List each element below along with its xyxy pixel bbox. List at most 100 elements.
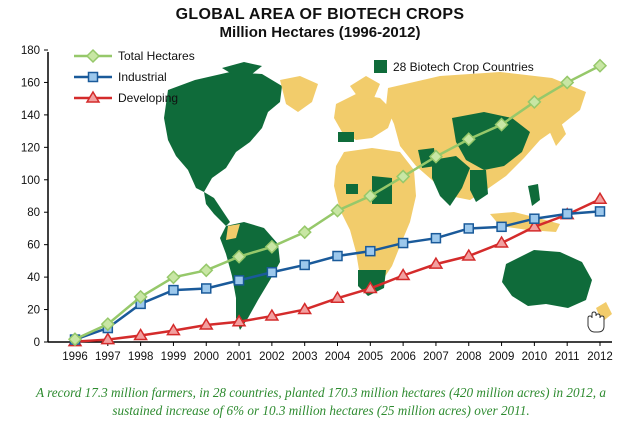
- map-africa: [334, 148, 416, 290]
- map-legend-label: 28 Biotech Crop Countries: [393, 60, 534, 74]
- map-myanmar: [470, 170, 488, 202]
- data-point-industrial: [397, 237, 409, 249]
- series-total-hectares: [67, 58, 608, 347]
- map-legend-swatch: [374, 60, 387, 73]
- data-point-total-hectares: [264, 239, 279, 254]
- map-greenland: [280, 76, 318, 112]
- data-point-developing: [133, 328, 148, 341]
- data-point-developing: [362, 281, 378, 294]
- x-tick-label: 2000: [193, 351, 219, 363]
- data-point-total-hectares: [396, 169, 411, 184]
- data-point-total-hectares: [363, 188, 378, 204]
- data-point-industrial: [463, 223, 474, 234]
- x-tick-label: 2004: [325, 351, 351, 363]
- x-tick-label: 2011: [555, 351, 580, 363]
- data-point-developing: [428, 256, 444, 269]
- map-central-america: [204, 192, 230, 226]
- data-point-total-hectares: [494, 117, 509, 132]
- data-point-developing: [592, 191, 608, 204]
- x-tick-label: 2005: [358, 351, 384, 363]
- data-point-developing: [100, 332, 116, 345]
- map-india: [432, 156, 470, 206]
- y-tick-label: 140: [21, 110, 40, 122]
- data-point-total-hectares: [133, 289, 148, 304]
- map-south-america-land: [226, 224, 240, 240]
- data-point-developing: [297, 302, 313, 315]
- data-point-total-hectares: [199, 263, 214, 278]
- data-point-industrial: [201, 283, 212, 294]
- data-point-industrial: [332, 250, 343, 262]
- y-tick-label: 180: [21, 45, 40, 57]
- x-tick-label: 1999: [161, 351, 187, 363]
- legend-marker: [85, 48, 101, 64]
- y-tick-label: 0: [34, 337, 40, 349]
- x-axis-ticks: 1996 1997 1998 1999 2000 2001 2002 2003 2004 2005…: [62, 342, 613, 363]
- data-point-industrial: [561, 208, 573, 220]
- map-europe: [334, 94, 394, 140]
- data-point-total-hectares: [232, 249, 247, 264]
- x-tick-label: 2002: [259, 351, 285, 363]
- y-tick-label: 60: [27, 240, 40, 252]
- map-scandinavia: [350, 76, 380, 100]
- series-industrial: [69, 206, 606, 345]
- chart-title: GLOBAL AREA OF BIOTECH CROPS: [175, 6, 465, 23]
- y-axis-ticks: 0 20 40 60 80 100 120 140 160 180: [21, 45, 48, 349]
- x-tick-label: 2001: [226, 351, 252, 363]
- x-tick-label: 2009: [489, 351, 515, 363]
- data-point-developing: [494, 235, 509, 248]
- data-point-total-hectares: [166, 270, 181, 285]
- map-legend: 28 Biotech Crop Countries: [374, 60, 534, 74]
- y-tick-label: 80: [27, 207, 40, 219]
- x-tick-label: 1996: [62, 351, 88, 363]
- x-tick-label: 2003: [292, 351, 318, 363]
- chart-subtitle: Million Hectares (1996-2012): [219, 24, 421, 41]
- legend-label: Industrial: [118, 70, 167, 84]
- data-point-developing: [395, 268, 411, 281]
- x-tick-label: 2008: [456, 351, 482, 363]
- data-point-total-hectares: [100, 317, 115, 332]
- y-tick-label: 100: [21, 175, 40, 187]
- legend-label: Developing: [118, 91, 178, 105]
- series-layer: [67, 58, 608, 347]
- data-point-developing: [198, 317, 214, 330]
- data-point-industrial: [168, 284, 179, 296]
- x-tick-label: 2012: [587, 351, 613, 363]
- world-map-background: [164, 62, 612, 330]
- x-tick-label: 2006: [390, 351, 416, 363]
- x-tick-label: 2007: [423, 351, 449, 363]
- data-point-industrial: [496, 221, 507, 233]
- legend-item-developing: Developing: [74, 90, 178, 105]
- data-point-total-hectares: [428, 149, 443, 164]
- y-tick-label: 40: [27, 272, 40, 284]
- data-point-total-hectares: [67, 332, 83, 347]
- map-spain: [338, 132, 354, 142]
- legend-marker: [85, 90, 101, 103]
- data-point-industrial: [529, 213, 540, 224]
- data-point-total-hectares: [527, 94, 542, 109]
- y-tick-label: 160: [21, 77, 40, 89]
- map-philippines: [528, 184, 540, 206]
- data-point-industrial: [299, 259, 310, 271]
- data-point-total-hectares: [297, 225, 312, 240]
- data-point-total-hectares: [592, 58, 608, 73]
- map-north-america: [164, 72, 282, 192]
- data-point-industrial: [365, 245, 376, 257]
- data-point-developing: [527, 219, 542, 232]
- x-tick-label: 1997: [95, 351, 121, 363]
- map-japan: [548, 120, 566, 146]
- data-point-industrial: [594, 206, 606, 217]
- data-point-developing: [231, 314, 247, 327]
- data-point-industrial: [266, 266, 278, 278]
- legend-item-industrial: Industrial: [74, 70, 167, 84]
- series-developing: [67, 191, 608, 347]
- map-burkina: [346, 184, 358, 194]
- hand-cursor-icon: [587, 311, 605, 333]
- y-tick-label: 120: [21, 142, 40, 154]
- map-pakistan: [418, 148, 436, 168]
- y-tick-label: 20: [27, 305, 40, 317]
- data-point-developing: [330, 290, 345, 303]
- data-point-total-hectares: [461, 132, 476, 147]
- data-point-total-hectares: [330, 203, 345, 218]
- data-point-developing: [166, 323, 181, 336]
